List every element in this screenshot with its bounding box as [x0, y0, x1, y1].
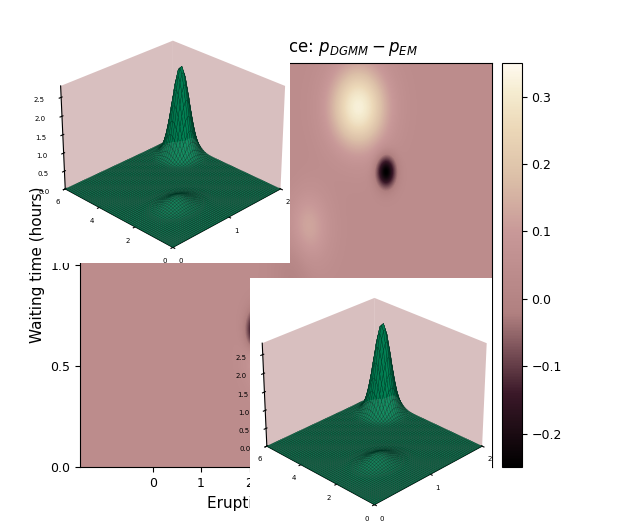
Text: $p_{EM}$: $p_{EM}$: [150, 248, 177, 264]
Text: $p_{DGMM}$: $p_{DGMM}$: [253, 442, 300, 458]
Title: Density Difference: $p_{DGMM} - p_{EM}$: Density Difference: $p_{DGMM} - p_{EM}$: [154, 36, 419, 58]
Y-axis label: Waiting time (hours): Waiting time (hours): [29, 187, 45, 343]
X-axis label: Eruption time (mins): Eruption time (mins): [207, 496, 365, 510]
